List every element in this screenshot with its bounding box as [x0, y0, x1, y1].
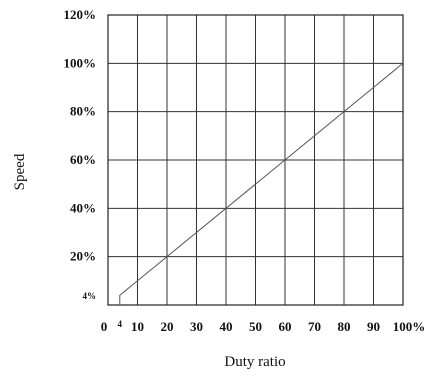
- x-tick-label: 70: [308, 319, 321, 334]
- x-tick-label: 60: [279, 319, 292, 334]
- y-tick-label: 20%: [70, 249, 96, 264]
- plot-frame: [107, 14, 404, 306]
- x-tick-label: 30: [190, 319, 203, 334]
- x-tick-label: 40: [220, 319, 233, 334]
- x-tick-label: 0: [101, 319, 108, 334]
- series-line: [119, 62, 404, 305]
- y-tick-label: 80%: [70, 104, 96, 119]
- x-tick-label: 10: [131, 319, 144, 334]
- x-tick-label: 50: [249, 319, 262, 334]
- y-tick-label: 60%: [70, 152, 96, 167]
- y-tick-label: 40%: [70, 200, 96, 215]
- y-tick-label: 4%: [83, 291, 97, 301]
- x-tick-label: 80: [338, 319, 351, 334]
- grid: [108, 15, 403, 305]
- x-tick-label: 4: [118, 319, 123, 329]
- x-tick-label: 20: [161, 319, 174, 334]
- y-tick-label: 100%: [64, 55, 97, 70]
- series-layer: [119, 62, 404, 305]
- x-tick-label: 90: [367, 319, 380, 334]
- y-tick-label: 120%: [64, 7, 97, 22]
- y-axis-title: Speed: [12, 153, 28, 190]
- y-tick-labels: 4% 20% 40% 60% 80% 100% 120%: [64, 7, 97, 301]
- x-tick-labels: 0 4 10 20 30 40 50 60 70 80 90 100%: [101, 319, 426, 334]
- x-axis-title: Duty ratio: [224, 354, 285, 370]
- x-tick-label: 100%: [393, 319, 426, 334]
